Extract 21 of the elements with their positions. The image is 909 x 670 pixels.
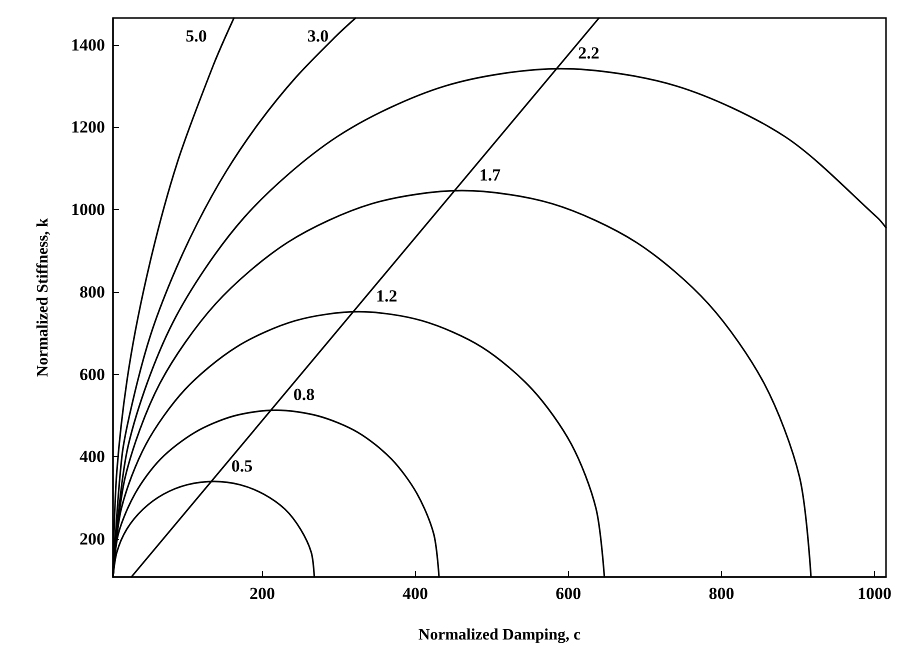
y-tick-label: 1000 xyxy=(71,200,105,220)
series-label: 1.2 xyxy=(376,286,398,306)
x-tick-label: 1000 xyxy=(858,584,892,603)
series-label: 2.2 xyxy=(578,44,600,63)
y-tick-label: 600 xyxy=(80,364,105,384)
x-tick-label: 800 xyxy=(708,584,734,603)
y-tick-label: 400 xyxy=(80,447,105,466)
x-axis-title: Normalized Damping, c xyxy=(418,626,581,644)
series-label: 0.8 xyxy=(293,385,315,404)
y-tick-label: 1400 xyxy=(71,35,105,54)
series-label: 1.7 xyxy=(479,166,502,185)
y-tick-label: 200 xyxy=(80,530,105,549)
x-tick-label: 600 xyxy=(556,584,582,603)
series-label: 5.0 xyxy=(186,26,207,46)
series-label: 3.0 xyxy=(307,26,329,46)
y-tick-label: 800 xyxy=(80,282,105,302)
y-tick-label: 1200 xyxy=(71,118,105,137)
series-label: 0.5 xyxy=(231,456,253,476)
x-tick-label: 200 xyxy=(249,584,275,603)
x-tick-label: 400 xyxy=(402,584,428,603)
y-axis-title: Normalized Stiffness, k xyxy=(34,218,52,377)
